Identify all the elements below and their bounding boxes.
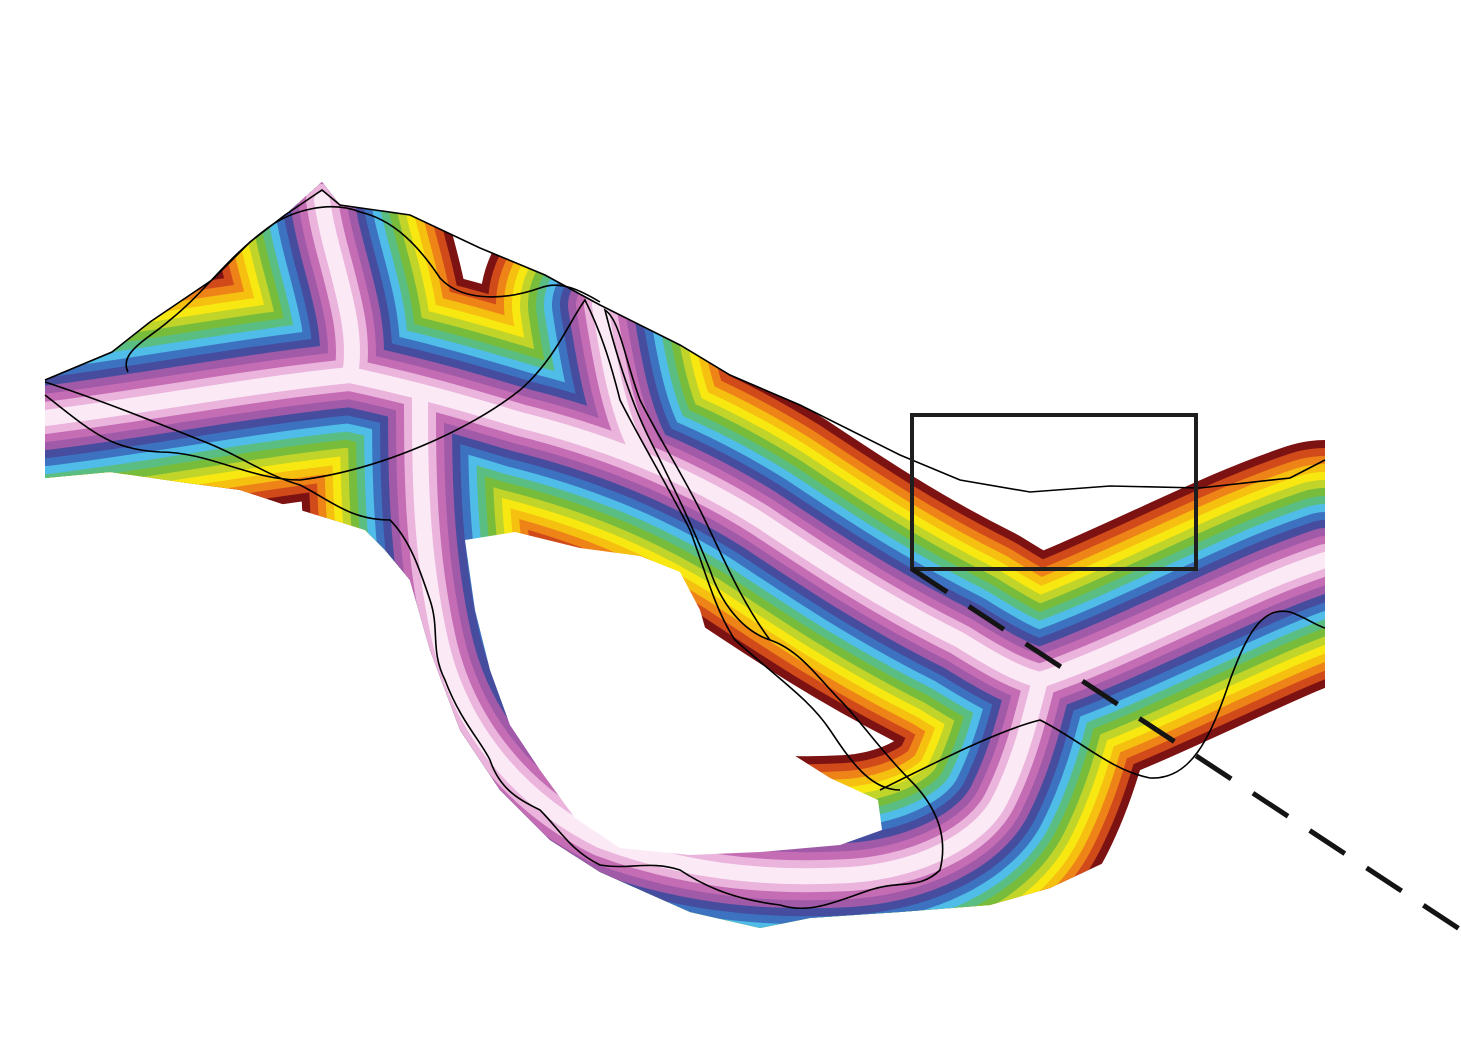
distance-band-layer [45, 182, 1325, 928]
inset-connector-dashed-line [910, 566, 1461, 933]
distance-band [314, 192, 361, 383]
distance-band [592, 297, 648, 463]
contour-line [125, 206, 601, 373]
contour-line [44, 298, 901, 791]
inset-region-box [910, 413, 1198, 571]
distance-band [412, 387, 1048, 885]
interior-hole [465, 532, 882, 855]
contour-line [44, 308, 944, 910]
contour-line [44, 189, 1326, 493]
contour-line [879, 610, 1326, 791]
contour-lines [44, 189, 1326, 910]
